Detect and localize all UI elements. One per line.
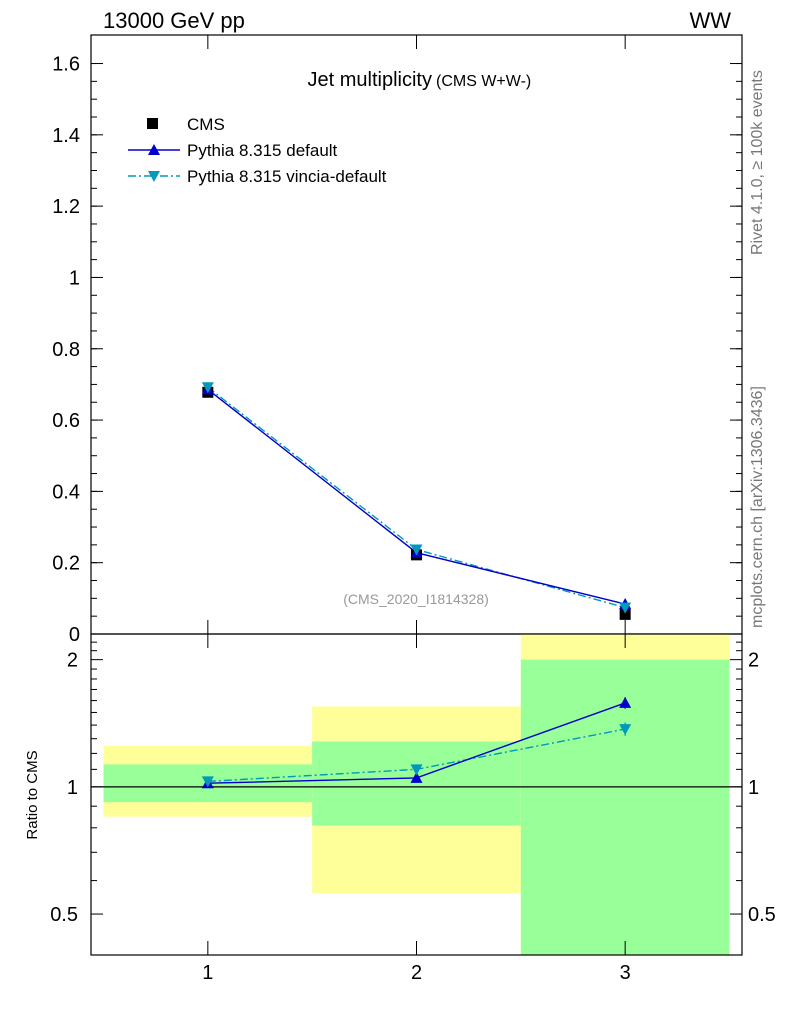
ratio-default-point bbox=[410, 771, 423, 783]
legend-default-label: Pythia 8.315 default bbox=[187, 141, 338, 160]
ratio-ytick-label-right: 0.5 bbox=[748, 904, 776, 926]
ratio-ytick-label-right: 1 bbox=[748, 777, 759, 799]
series-default-line bbox=[207, 388, 626, 605]
ratio-vincia-point bbox=[410, 764, 423, 776]
main-ytick-label: 0.4 bbox=[52, 481, 80, 503]
main-ytick-label: 0.6 bbox=[52, 410, 80, 432]
ratio-panel: 0.5 0.5 1 1 2 2 1 2 3 Ratio to CMS bbox=[24, 633, 776, 984]
chart-subtitle: (CMS W+W-) bbox=[436, 73, 531, 90]
ratio-default-point bbox=[619, 696, 632, 708]
xtick-label: 1 bbox=[202, 962, 213, 984]
legend-cms-marker bbox=[147, 118, 158, 129]
cms-point bbox=[619, 608, 631, 620]
main-ytick-label: 0.8 bbox=[52, 339, 80, 361]
main-ytick-label: 1.2 bbox=[52, 196, 80, 218]
legend-vincia-label: Pythia 8.315 vincia-default bbox=[187, 167, 387, 186]
vincia-point bbox=[410, 544, 423, 556]
mcplots-label: mcplots.cern.ch [arXiv:1306.3436] bbox=[749, 386, 766, 628]
ratio-vincia-point bbox=[619, 724, 632, 736]
main-ytick-label: 1.6 bbox=[52, 54, 80, 76]
analysis-watermark: (CMS_2020_I1814328) bbox=[343, 591, 489, 607]
legend-vincia-marker bbox=[148, 171, 160, 182]
main-panel: 0 0.2 0.4 0.6 0.8 1 1.2 1.4 1.6 Jet multiplicity… bbox=[52, 34, 743, 646]
ratio-band-inner bbox=[312, 741, 521, 826]
xtick-label: 2 bbox=[411, 962, 422, 984]
process-label: WW bbox=[689, 8, 731, 33]
rivet-label: Rivet 4.1.0, ≥ 100k events bbox=[749, 70, 766, 255]
main-ytick-label: 0.2 bbox=[52, 553, 80, 575]
ratio-frame bbox=[90, 633, 743, 956]
chart-title: Jet multiplicity bbox=[308, 69, 432, 91]
legend-default-marker bbox=[148, 144, 160, 155]
legend: CMS Pythia 8.315 default Pythia 8.315 vi… bbox=[128, 115, 387, 186]
ratio-ytick-label-left: 1 bbox=[67, 777, 78, 799]
vincia-point bbox=[619, 602, 632, 614]
ratio-band-inner bbox=[520, 659, 730, 955]
ratio-ytick-label-right: 2 bbox=[748, 650, 759, 672]
vincia-point bbox=[201, 382, 214, 394]
ratio-ytick-label-left: 0.5 bbox=[50, 904, 78, 926]
ratio-ytick-label-left: 2 bbox=[67, 650, 78, 672]
series-vincia-line bbox=[207, 386, 626, 609]
main-ytick-label: 1.4 bbox=[52, 125, 80, 147]
ratio-ylabel: Ratio to CMS bbox=[24, 750, 41, 839]
energy-label: 13000 GeV pp bbox=[103, 8, 245, 33]
main-ytick-label: 0 bbox=[69, 624, 80, 646]
xtick-label: 3 bbox=[620, 962, 631, 984]
ratio-vincia-point bbox=[201, 776, 214, 788]
legend-cms-label: CMS bbox=[187, 115, 225, 134]
main-ytick-label: 1 bbox=[69, 267, 80, 289]
